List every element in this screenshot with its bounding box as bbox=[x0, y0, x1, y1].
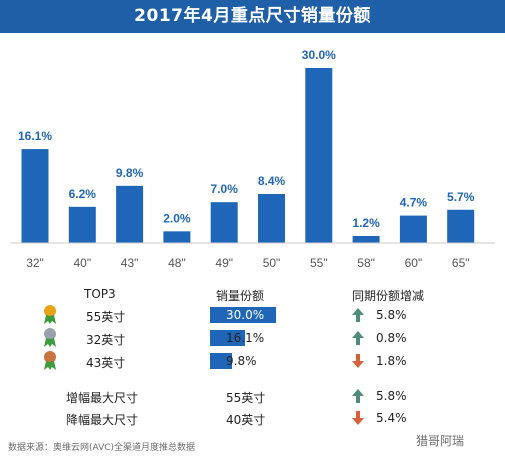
x-tick-label: 65" bbox=[452, 256, 470, 270]
x-tick-label: 43" bbox=[121, 256, 139, 270]
top3-size-label: 32英寸 bbox=[86, 333, 126, 347]
x-tick-label: 55" bbox=[310, 256, 328, 270]
bar-4 bbox=[163, 231, 191, 243]
arrow-up-icon bbox=[352, 389, 364, 403]
bar-8 bbox=[352, 236, 380, 243]
bar-value-label: 4.7% bbox=[400, 196, 428, 210]
share-value-label: 16.1% bbox=[226, 331, 265, 345]
x-tick-label: 49" bbox=[215, 256, 233, 270]
bar-6 bbox=[258, 194, 285, 243]
share-bar bbox=[210, 330, 246, 346]
bar-value-label: 2.0% bbox=[163, 211, 191, 225]
bar-9 bbox=[399, 215, 427, 243]
bar-10 bbox=[447, 209, 475, 243]
arrow-down-icon bbox=[352, 411, 364, 425]
extreme-label-decrease: 降幅最大尺寸 bbox=[66, 413, 139, 427]
bar-value-label: 16.1% bbox=[18, 129, 52, 143]
extreme-size-increase: 55英寸 bbox=[226, 391, 266, 405]
share-bar bbox=[210, 307, 276, 323]
gold-medal-icon bbox=[42, 304, 58, 326]
arrow-down-icon bbox=[352, 354, 364, 368]
bronze-medal-icon bbox=[42, 350, 58, 372]
x-tick-label: 58" bbox=[357, 256, 375, 270]
table-header-share: 销量份额 bbox=[216, 289, 265, 303]
share-bar bbox=[210, 353, 232, 369]
arrow-up-icon bbox=[352, 331, 364, 345]
silver-medal-icon bbox=[42, 327, 58, 349]
chart-title: 2017年4月重点尺寸销量份额 bbox=[0, 0, 505, 33]
arrow-up-icon bbox=[352, 308, 364, 322]
x-tick-label: 60" bbox=[405, 256, 423, 270]
extreme-yoy-decrease: 5.4% bbox=[376, 411, 407, 425]
bar-value-label: 7.0% bbox=[211, 182, 239, 196]
bar-value-label: 8.4% bbox=[258, 174, 286, 188]
watermark-text: 猎哥阿瑞 bbox=[416, 434, 465, 448]
table-header-yoy: 同期份额增减 bbox=[352, 289, 425, 303]
top3-size-label: 43英寸 bbox=[86, 356, 126, 370]
bar-3 bbox=[116, 185, 144, 243]
share-value-label: 30.0% bbox=[226, 308, 265, 322]
x-tick-label: 32" bbox=[26, 256, 44, 270]
bar-5 bbox=[210, 202, 238, 243]
extreme-yoy-increase: 5.8% bbox=[376, 389, 407, 403]
extreme-size-decrease: 40英寸 bbox=[226, 413, 266, 427]
extreme-label-increase: 增幅最大尺寸 bbox=[66, 391, 139, 405]
share-value-label: 9.8% bbox=[226, 354, 257, 368]
bar-7 bbox=[305, 68, 333, 243]
bar-value-label: 1.2% bbox=[352, 216, 380, 230]
bar-value-label: 9.8% bbox=[116, 166, 144, 180]
bar-chart: 16.1% 32" 6.2% 40" 9.8% 43" 2.0% 48" 7.0% 49" 8.4%… bbox=[10, 48, 495, 270]
bar-value-label: 5.7% bbox=[447, 190, 475, 204]
bar-1 bbox=[21, 149, 49, 243]
table-header-rank: TOP3 bbox=[84, 287, 116, 301]
data-source-note: 数据来源：奥维云网(AVC)全渠道月度推总数据 bbox=[8, 443, 196, 453]
bar-value-label: 6.2% bbox=[69, 187, 97, 201]
yoy-change-label: 5.8% bbox=[376, 308, 407, 322]
bar-value-label: 30.0% bbox=[302, 48, 336, 62]
x-tick-label: 40" bbox=[73, 256, 91, 270]
yoy-change-label: 0.8% bbox=[376, 331, 407, 345]
top3-size-label: 55英寸 bbox=[86, 310, 126, 324]
x-tick-label: 48" bbox=[168, 256, 186, 270]
bar-2 bbox=[68, 206, 96, 243]
yoy-change-label: 1.8% bbox=[376, 354, 407, 368]
x-tick-label: 50" bbox=[263, 256, 281, 270]
